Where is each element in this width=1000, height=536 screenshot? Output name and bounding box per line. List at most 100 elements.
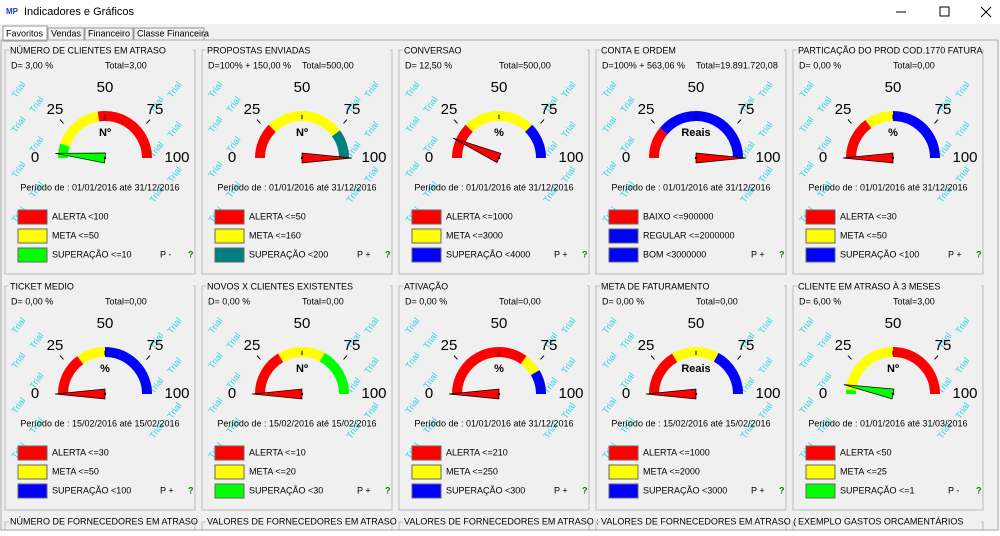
gauge-scale-label: 25	[441, 337, 458, 354]
legend-label: SUPERAÇÃO <200	[249, 249, 328, 259]
gauge-scale-label: 0	[31, 149, 39, 166]
panel-title: META DE FATURAMENTO	[601, 281, 710, 291]
gauge-unit: Nº	[296, 363, 308, 375]
gauge-unit: %	[494, 127, 504, 139]
app-icon: MP	[6, 7, 19, 16]
gauge-scale-label: 0	[228, 149, 236, 166]
period: Período de : 01/01/2016 até 31/12/2016	[611, 182, 770, 192]
gauge-scale-label: 75	[541, 101, 558, 118]
legend-label: SUPERAÇÃO <=1	[840, 485, 915, 495]
tab-label[interactable]: Favoritos	[6, 28, 44, 38]
legend-swatch	[412, 465, 441, 479]
needle-dot	[892, 157, 894, 159]
legend-swatch	[806, 484, 835, 498]
gauge-unit: %	[100, 363, 110, 375]
help[interactable]: ?	[582, 485, 588, 495]
gauge-scale-label: 50	[688, 79, 705, 96]
gauge-scale-label: 25	[244, 337, 261, 354]
help[interactable]: ?	[976, 249, 982, 259]
d-value: D= 0,00 %	[208, 296, 250, 306]
legend-label: ALERTA <=30	[840, 211, 897, 221]
panel-title: PROPOSTAS ENVIADAS	[207, 45, 310, 55]
legend-label: META <=2000	[643, 466, 700, 476]
needle-dot	[301, 393, 303, 395]
help[interactable]: ?	[188, 249, 194, 259]
d-value: D= 0,00 %	[11, 296, 53, 306]
period: Período de : 15/02/2016 até 15/02/2016	[611, 418, 770, 428]
help[interactable]: ?	[582, 249, 588, 259]
total-value: Total=500,00	[499, 60, 551, 70]
needle-dot	[104, 157, 106, 159]
gauge-scale-label: 100	[558, 149, 583, 166]
legend-swatch	[609, 229, 638, 243]
tab-label[interactable]: Vendas	[51, 28, 82, 38]
legend-swatch	[806, 465, 835, 479]
help[interactable]: ?	[385, 249, 391, 259]
legend-swatch	[806, 229, 835, 243]
help[interactable]: ?	[976, 485, 982, 495]
help[interactable]: ?	[188, 485, 194, 495]
legend-label: BOM <3000000	[643, 249, 706, 259]
gauge-scale-label: 25	[244, 101, 261, 118]
help[interactable]: ?	[779, 485, 785, 495]
help[interactable]: ?	[779, 249, 785, 259]
legend-swatch	[412, 446, 441, 460]
d-value: D= 6,00 %	[799, 296, 841, 306]
gauge-unit: Nº	[296, 127, 308, 139]
help[interactable]: ?	[385, 485, 391, 495]
tab-label[interactable]: Classe Financeira	[137, 28, 209, 38]
tab-label[interactable]: Financeiro	[88, 28, 130, 38]
legend-swatch	[412, 229, 441, 243]
panel-title: NÚMERO DE CLIENTES EM ATRASO	[10, 45, 166, 55]
gauge-scale-label: 25	[47, 337, 64, 354]
gauge-scale-label: 0	[622, 149, 630, 166]
legend-swatch	[215, 210, 244, 224]
gauge-scale-label: 25	[441, 101, 458, 118]
d-value: D=100% + 563,06 %	[602, 60, 685, 70]
gauge-scale-label: 75	[344, 101, 361, 118]
period: Período de : 15/02/2016 até 15/02/2016	[20, 418, 179, 428]
needle-dot	[498, 157, 500, 159]
legend-swatch	[18, 484, 47, 498]
panel-title: VALORES DE FORNECEDORES EM ATRASO (	[601, 516, 796, 526]
legend-label: SUPERAÇÃO <4000	[446, 249, 530, 259]
panel-title: CONVERSAO	[404, 45, 462, 55]
legend-swatch	[18, 446, 47, 460]
panel-title: EXEMPLO GASTOS ORCAMENTÁRIOS	[798, 516, 963, 526]
legend-swatch	[412, 248, 441, 262]
legend-swatch	[412, 210, 441, 224]
legend-label: ALERTA <50	[840, 447, 891, 457]
p-indicator: P +	[357, 249, 371, 259]
legend-swatch	[18, 248, 47, 262]
gauge-unit: Reais	[681, 363, 710, 375]
gauge-scale-label: 50	[97, 79, 114, 96]
gauge-scale-label: 25	[47, 101, 64, 118]
gauge-scale-label: 25	[638, 337, 655, 354]
d-value: D= 0,00 %	[602, 296, 644, 306]
legend-label: ALERTA <=1000	[643, 447, 710, 457]
legend-label: META <=20	[249, 466, 296, 476]
total-value: Total=0,00	[696, 296, 738, 306]
legend-swatch	[806, 446, 835, 460]
period: Período de : 01/01/2016 até 31/03/2016	[808, 418, 967, 428]
needle-dot	[695, 393, 697, 395]
total-value: Total=0,00	[893, 60, 935, 70]
gauge-scale-label: 100	[755, 149, 780, 166]
gauge-scale-label: 0	[425, 149, 433, 166]
gauge-scale-label: 75	[935, 337, 952, 354]
legend-label: ALERTA <=50	[249, 211, 306, 221]
legend-swatch	[609, 210, 638, 224]
window-title: Indicadores e Gráficos	[24, 6, 135, 18]
gauge-scale-label: 100	[952, 149, 977, 166]
gauge-scale-label: 100	[361, 385, 386, 402]
gauge-scale-label: 100	[164, 385, 189, 402]
panel-title: ATIVAÇÃO	[404, 281, 448, 291]
gauge-scale-label: 50	[294, 79, 311, 96]
legend-swatch	[412, 484, 441, 498]
legend-label: ALERTA <=10	[249, 447, 306, 457]
legend-label: ALERTA <=30	[52, 447, 109, 457]
gauge-scale-label: 50	[885, 315, 902, 332]
period: Período de : 01/01/2016 até 31/12/2016	[20, 182, 179, 192]
d-value: D= 3,00 %	[11, 60, 53, 70]
